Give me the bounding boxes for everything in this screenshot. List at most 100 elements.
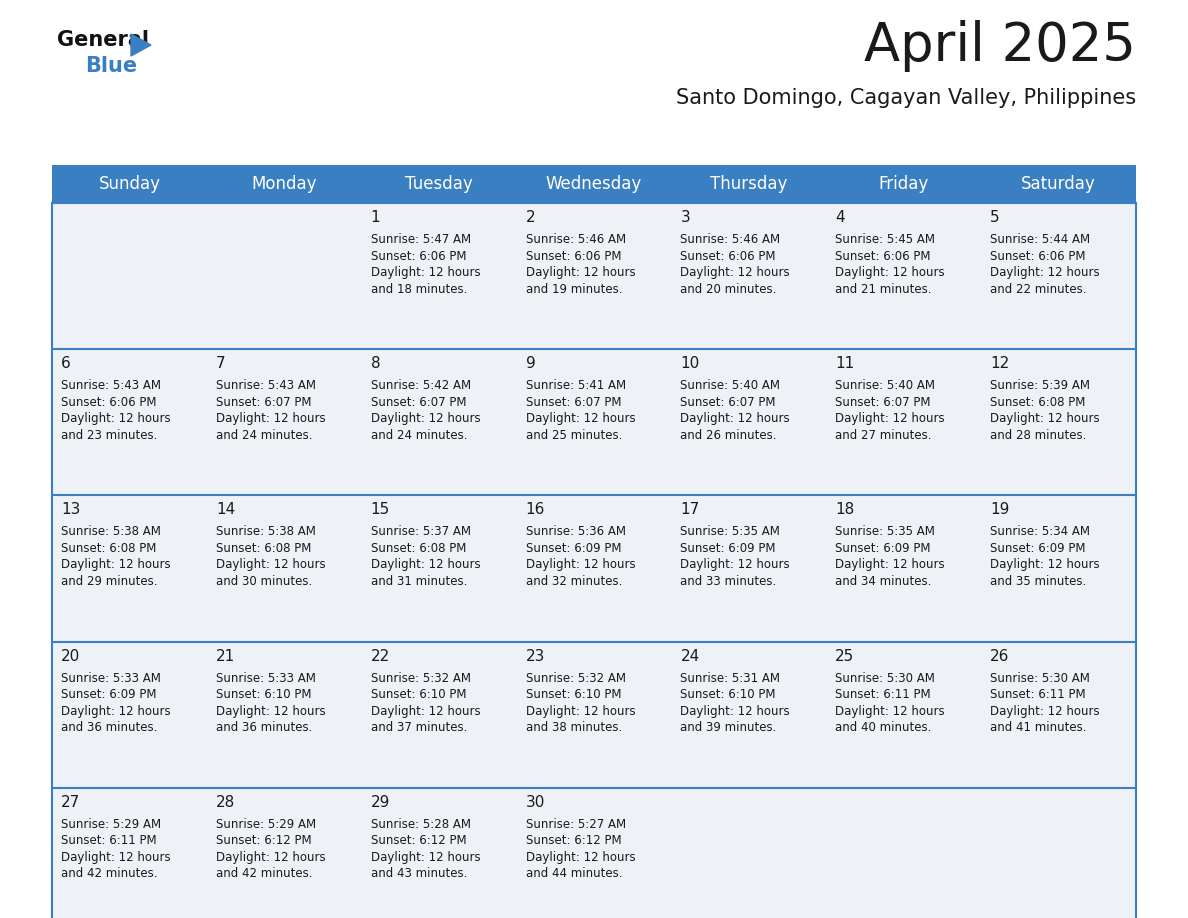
Text: Daylight: 12 hours: Daylight: 12 hours: [990, 705, 1100, 718]
Text: Sunrise: 5:27 AM: Sunrise: 5:27 AM: [525, 818, 626, 831]
Text: and 19 minutes.: and 19 minutes.: [525, 283, 623, 296]
Text: 29: 29: [371, 795, 390, 810]
Bar: [52, 642, 207, 788]
Bar: [207, 349, 361, 496]
Text: Sunrise: 5:46 AM: Sunrise: 5:46 AM: [525, 233, 626, 246]
Text: 23: 23: [525, 649, 545, 664]
Bar: [517, 165, 671, 203]
Bar: [361, 203, 517, 349]
Text: 11: 11: [835, 356, 854, 371]
Text: and 20 minutes.: and 20 minutes.: [681, 283, 777, 296]
Text: and 22 minutes.: and 22 minutes.: [990, 283, 1087, 296]
Text: Sunrise: 5:43 AM: Sunrise: 5:43 AM: [216, 379, 316, 392]
Text: Sunset: 6:12 PM: Sunset: 6:12 PM: [371, 834, 467, 847]
Bar: [361, 496, 517, 642]
Text: Sunrise: 5:35 AM: Sunrise: 5:35 AM: [835, 525, 935, 538]
Text: Sunset: 6:09 PM: Sunset: 6:09 PM: [835, 542, 930, 554]
Text: and 33 minutes.: and 33 minutes.: [681, 575, 777, 588]
Text: Sunset: 6:08 PM: Sunset: 6:08 PM: [61, 542, 157, 554]
Text: Sunset: 6:12 PM: Sunset: 6:12 PM: [216, 834, 311, 847]
Text: Sunrise: 5:29 AM: Sunrise: 5:29 AM: [216, 818, 316, 831]
Text: Sunset: 6:07 PM: Sunset: 6:07 PM: [681, 396, 776, 409]
Text: Saturday: Saturday: [1022, 175, 1097, 193]
Bar: [207, 203, 361, 349]
Bar: [517, 203, 671, 349]
Bar: [517, 788, 671, 918]
Text: Sunset: 6:11 PM: Sunset: 6:11 PM: [990, 688, 1086, 701]
Text: Daylight: 12 hours: Daylight: 12 hours: [835, 558, 944, 571]
Text: Sunrise: 5:38 AM: Sunrise: 5:38 AM: [61, 525, 160, 538]
Text: Daylight: 12 hours: Daylight: 12 hours: [525, 266, 636, 279]
Bar: [207, 642, 361, 788]
Text: Daylight: 12 hours: Daylight: 12 hours: [371, 705, 480, 718]
Polygon shape: [131, 34, 151, 56]
Text: Daylight: 12 hours: Daylight: 12 hours: [681, 705, 790, 718]
Text: and 43 minutes.: and 43 minutes.: [371, 868, 467, 880]
Text: Sunrise: 5:38 AM: Sunrise: 5:38 AM: [216, 525, 316, 538]
Bar: [52, 203, 207, 349]
Text: and 36 minutes.: and 36 minutes.: [61, 722, 157, 734]
Text: Sunrise: 5:45 AM: Sunrise: 5:45 AM: [835, 233, 935, 246]
Text: Friday: Friday: [879, 175, 929, 193]
Text: Sunrise: 5:34 AM: Sunrise: 5:34 AM: [990, 525, 1091, 538]
Text: Sunset: 6:10 PM: Sunset: 6:10 PM: [216, 688, 311, 701]
Text: 9: 9: [525, 356, 536, 371]
Text: and 38 minutes.: and 38 minutes.: [525, 722, 621, 734]
Text: Sunrise: 5:40 AM: Sunrise: 5:40 AM: [681, 379, 781, 392]
Text: and 24 minutes.: and 24 minutes.: [371, 429, 467, 442]
Text: Daylight: 12 hours: Daylight: 12 hours: [216, 412, 326, 425]
Text: 14: 14: [216, 502, 235, 518]
Text: Sunrise: 5:37 AM: Sunrise: 5:37 AM: [371, 525, 470, 538]
Text: and 30 minutes.: and 30 minutes.: [216, 575, 312, 588]
Bar: [981, 642, 1136, 788]
Bar: [361, 788, 517, 918]
Text: Sunrise: 5:35 AM: Sunrise: 5:35 AM: [681, 525, 781, 538]
Text: Daylight: 12 hours: Daylight: 12 hours: [835, 412, 944, 425]
Text: and 26 minutes.: and 26 minutes.: [681, 429, 777, 442]
Text: Daylight: 12 hours: Daylight: 12 hours: [61, 705, 171, 718]
Text: and 35 minutes.: and 35 minutes.: [990, 575, 1086, 588]
Text: Wednesday: Wednesday: [545, 175, 643, 193]
Text: and 39 minutes.: and 39 minutes.: [681, 722, 777, 734]
Bar: [517, 496, 671, 642]
Bar: [827, 496, 981, 642]
Text: Sunset: 6:12 PM: Sunset: 6:12 PM: [525, 834, 621, 847]
Text: Sunset: 6:07 PM: Sunset: 6:07 PM: [835, 396, 930, 409]
Text: Daylight: 12 hours: Daylight: 12 hours: [371, 558, 480, 571]
Text: Sunset: 6:09 PM: Sunset: 6:09 PM: [681, 542, 776, 554]
Text: 13: 13: [61, 502, 81, 518]
Text: and 28 minutes.: and 28 minutes.: [990, 429, 1087, 442]
Text: General: General: [57, 30, 148, 50]
Text: 5: 5: [990, 210, 1000, 225]
Bar: [52, 349, 207, 496]
Text: Sunrise: 5:30 AM: Sunrise: 5:30 AM: [990, 672, 1091, 685]
Text: Daylight: 12 hours: Daylight: 12 hours: [371, 851, 480, 864]
Text: Sunrise: 5:32 AM: Sunrise: 5:32 AM: [525, 672, 626, 685]
Bar: [827, 349, 981, 496]
Bar: [361, 349, 517, 496]
Bar: [671, 788, 827, 918]
Text: 22: 22: [371, 649, 390, 664]
Text: Sunrise: 5:36 AM: Sunrise: 5:36 AM: [525, 525, 626, 538]
Text: Monday: Monday: [252, 175, 317, 193]
Text: Daylight: 12 hours: Daylight: 12 hours: [525, 851, 636, 864]
Bar: [981, 349, 1136, 496]
Text: 24: 24: [681, 649, 700, 664]
Text: Daylight: 12 hours: Daylight: 12 hours: [835, 705, 944, 718]
Text: Sunset: 6:11 PM: Sunset: 6:11 PM: [835, 688, 931, 701]
Text: Daylight: 12 hours: Daylight: 12 hours: [835, 266, 944, 279]
Text: Sunset: 6:07 PM: Sunset: 6:07 PM: [216, 396, 311, 409]
Text: Santo Domingo, Cagayan Valley, Philippines: Santo Domingo, Cagayan Valley, Philippin…: [676, 88, 1136, 108]
Text: Sunrise: 5:40 AM: Sunrise: 5:40 AM: [835, 379, 935, 392]
Text: Blue: Blue: [86, 56, 137, 76]
Text: and 34 minutes.: and 34 minutes.: [835, 575, 931, 588]
Bar: [52, 788, 207, 918]
Bar: [671, 203, 827, 349]
Text: Daylight: 12 hours: Daylight: 12 hours: [681, 412, 790, 425]
Text: Sunrise: 5:47 AM: Sunrise: 5:47 AM: [371, 233, 470, 246]
Text: and 42 minutes.: and 42 minutes.: [61, 868, 158, 880]
Text: Daylight: 12 hours: Daylight: 12 hours: [371, 266, 480, 279]
Text: Sunset: 6:09 PM: Sunset: 6:09 PM: [525, 542, 621, 554]
Bar: [207, 496, 361, 642]
Text: Sunrise: 5:39 AM: Sunrise: 5:39 AM: [990, 379, 1091, 392]
